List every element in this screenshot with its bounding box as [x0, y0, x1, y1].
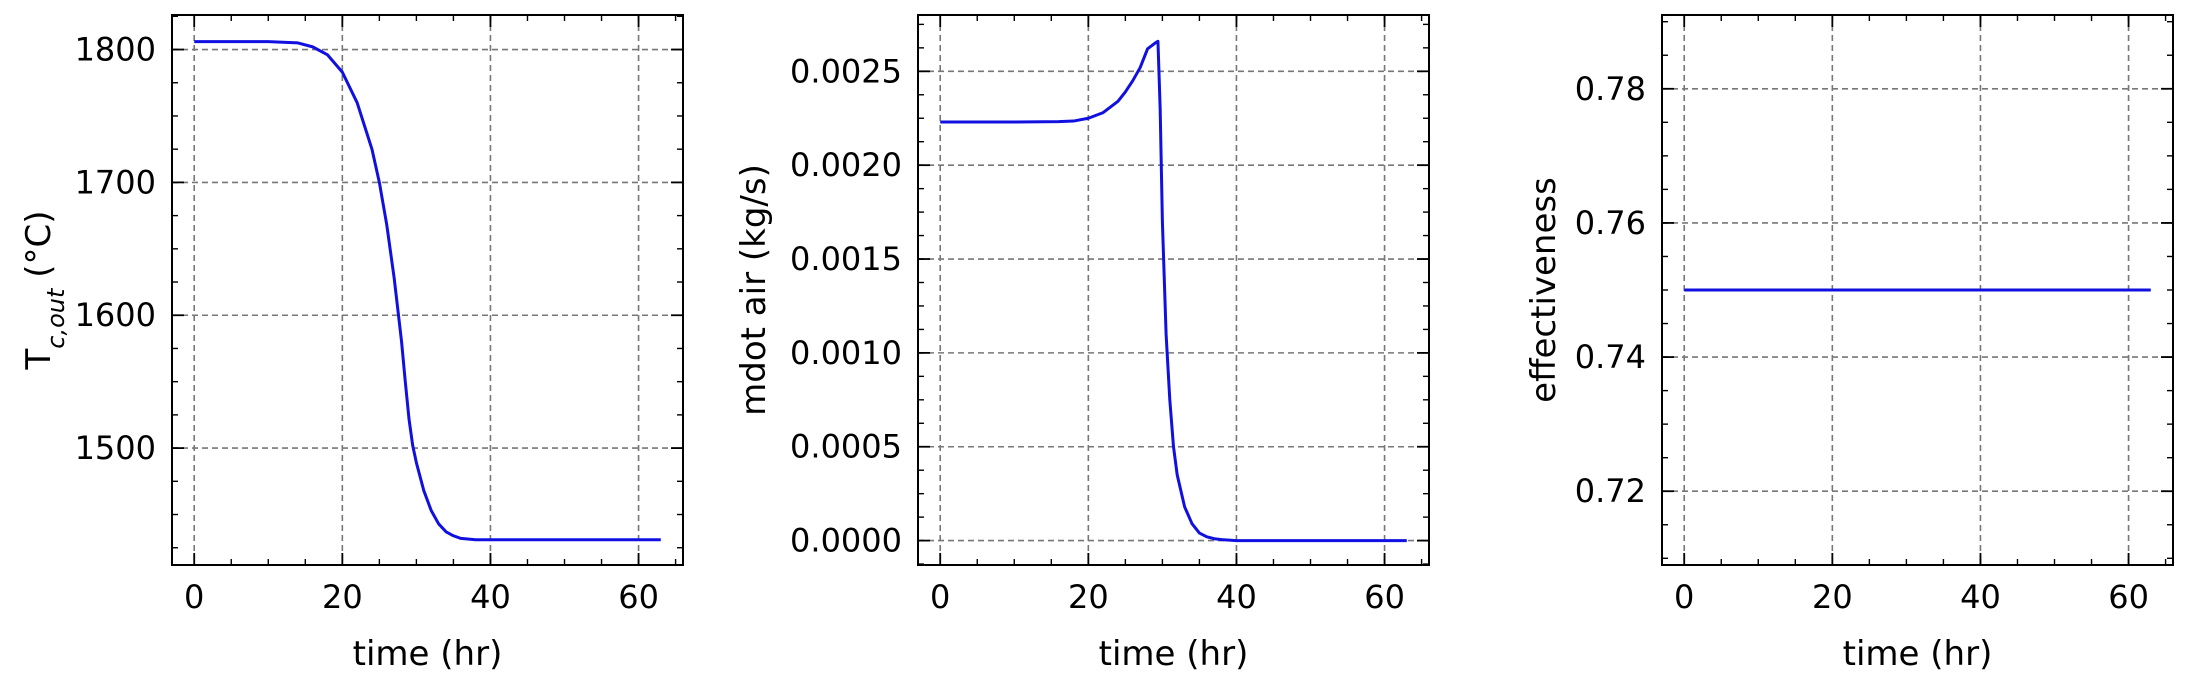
- series-line: [194, 40, 661, 542]
- chart-panel-1: 0 20 40 60 1500 1600 1700 1800 time (hr) Tc,out (…: [19, 14, 684, 674]
- y-axis-label-subscript: c,out: [42, 287, 70, 349]
- chart-panel-2: 0 20 40 60 0.0000 0.0005 0.0010 0.0015 0.0020 0.0…: [734, 14, 1430, 674]
- x-tick-label: 20: [1068, 578, 1109, 616]
- y-tick-label: 1800: [75, 31, 156, 69]
- y-tick-label: 1700: [75, 163, 156, 201]
- y-tick-label: 0.74: [1575, 338, 1646, 376]
- y-tick-label: 1600: [75, 296, 156, 334]
- x-tick-label: 0: [930, 578, 950, 616]
- x-axis-label: time (hr): [1099, 634, 1249, 674]
- y-axis-label: Tc,out (°C): [19, 211, 70, 371]
- y-tick-label: 0.0025: [790, 52, 902, 90]
- y-tick-label: 0.0020: [790, 146, 902, 184]
- y-tick-label: 0.78: [1575, 70, 1646, 108]
- x-tick-label: 20: [1812, 578, 1853, 616]
- x-tick-label: 60: [1364, 578, 1405, 616]
- y-tick-label: 0.0005: [790, 428, 902, 466]
- y-axis-label: mdot air (kg/s): [734, 164, 774, 416]
- x-tick-label: 40: [1216, 578, 1257, 616]
- y-tick-label: 0.0015: [790, 240, 902, 278]
- x-tick-label: 0: [1674, 578, 1694, 616]
- y-tick-label: 0.72: [1575, 472, 1646, 510]
- y-tick-label: 0.0000: [790, 522, 902, 560]
- x-axis-label: time (hr): [353, 634, 503, 674]
- chart-panel-3: 0 20 40 60 0.72 0.74 0.76 0.78 time (hr) effectiv…: [1524, 14, 2174, 674]
- x-tick-label: 60: [2108, 578, 2149, 616]
- plot-frame: [171, 14, 684, 566]
- x-tick-label: 20: [322, 578, 363, 616]
- x-tick-label: 0: [184, 578, 204, 616]
- x-axis-label: time (hr): [1843, 634, 1993, 674]
- series-line: [940, 39, 1407, 543]
- x-tick-label: 40: [470, 578, 511, 616]
- y-tick-label: 0.0010: [790, 334, 902, 372]
- plot-frame: [917, 14, 1430, 566]
- plot-frame: [1661, 14, 2174, 566]
- y-axis-label-units: (°C): [19, 211, 59, 289]
- y-axis-label: effectiveness: [1524, 177, 1564, 403]
- y-tick-label: 0.76: [1575, 204, 1646, 242]
- x-tick-label: 60: [618, 578, 659, 616]
- y-tick-label: 1500: [75, 429, 156, 467]
- x-tick-label: 40: [1960, 578, 2001, 616]
